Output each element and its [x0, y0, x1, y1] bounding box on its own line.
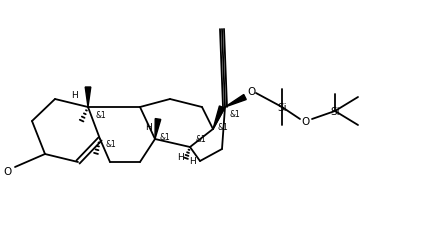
Text: O: O	[4, 166, 12, 176]
Text: H: H	[190, 157, 196, 166]
Polygon shape	[85, 88, 91, 108]
Text: &1: &1	[196, 135, 207, 144]
Text: O: O	[248, 87, 256, 97]
Polygon shape	[155, 119, 161, 139]
Text: &1: &1	[95, 111, 106, 120]
Text: H: H	[177, 153, 184, 162]
Text: H: H	[72, 91, 78, 100]
Text: Si: Si	[277, 103, 287, 112]
Text: O: O	[302, 116, 310, 126]
Polygon shape	[213, 106, 225, 129]
Text: &1: &1	[230, 110, 241, 119]
Text: H: H	[145, 123, 151, 132]
Text: Si: Si	[330, 106, 340, 116]
Text: &1: &1	[106, 140, 117, 149]
Polygon shape	[225, 95, 246, 108]
Text: &1: &1	[160, 133, 171, 142]
Text: &1: &1	[218, 123, 229, 132]
